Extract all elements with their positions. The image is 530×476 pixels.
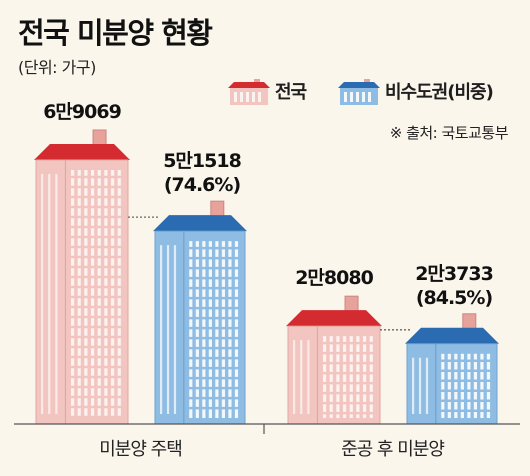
- category-label-0: 미분양 주택: [99, 439, 182, 460]
- cat0-nonmetro-side-window: [173, 245, 177, 414]
- cat1-nonmetro-share-label: (84.5%): [416, 287, 493, 309]
- cat1-nationwide-window-strip: [336, 336, 340, 418]
- cat0-nonmetro-share-label: (74.6%): [164, 174, 241, 196]
- cat1-nationwide-window-strip: [329, 336, 333, 418]
- legend-blue-building-icon: [338, 79, 380, 105]
- category-label-1: 준공 후 미분양: [341, 439, 444, 460]
- cat1-nonmetro-window-strip: [460, 353, 464, 418]
- cat1-nationwide-side-window: [300, 340, 303, 414]
- cat0-nonmetro-side-window: [166, 245, 170, 414]
- cat0-nationwide-window-strip: [104, 170, 108, 418]
- source-note: ※ 출처: 국토교통부: [389, 124, 509, 142]
- unit-label: (단위: 가구): [18, 58, 96, 77]
- cat1-nonmetro-side-window: [412, 357, 415, 414]
- cat0-nonmetro-side-window: [160, 245, 163, 414]
- cat1-nonmetro-roof: [405, 327, 499, 344]
- cat1-nationwide-window-strip: [362, 336, 367, 418]
- cat1-nationwide-window-strip: [342, 336, 347, 418]
- cat1-nonmetro-window-strip: [486, 353, 491, 418]
- cat1-nationwide-side-window: [293, 340, 296, 414]
- cat1-nonmetro-side-window: [425, 357, 429, 414]
- cat0-nonmetro-window-strip: [228, 241, 232, 418]
- legend-red-building-icon: [228, 79, 270, 105]
- cat0-nonmetro-window-strip: [195, 241, 199, 418]
- cat1-nonmetro-side-window: [418, 357, 422, 414]
- cat0-nonmetro-window-strip: [202, 241, 206, 418]
- cat0-nonmetro-window-strip: [234, 241, 239, 418]
- cat1-nationwide-side-window: [307, 340, 310, 414]
- cat0-nonmetro-window-strip: [189, 241, 193, 418]
- legend-nonmetro-label: 비수도권(비중): [385, 82, 494, 103]
- cat0-nonmetro-window-strip: [215, 241, 219, 418]
- cat0-nationwide-window-strip: [97, 170, 101, 418]
- cat0-nationwide-window-strip: [110, 170, 115, 418]
- cat0-nationwide-window-strip: [117, 170, 121, 418]
- cat1-nationwide-building: [286, 295, 382, 425]
- cat1-nationwide-value-label: 2만8080: [295, 267, 373, 289]
- cat0-nationwide-side-window: [41, 174, 44, 414]
- legend-nationwide-label: 전국: [275, 82, 307, 103]
- cat0-nationwide-roof: [34, 144, 130, 160]
- cat0-nonmetro-window-strip: [208, 241, 212, 418]
- cat0-nationwide-value-label: 6만9069: [43, 101, 121, 123]
- cat1-nonmetro-window-strip: [454, 353, 458, 418]
- cat0-nonmetro-value-label: 5만1518: [163, 150, 241, 172]
- cat1-nationwide-window-strip: [322, 336, 327, 418]
- cat0-nationwide-side-window: [55, 174, 58, 414]
- cat1-nonmetro-window-strip: [467, 353, 471, 418]
- legend-nonmetro: 비수도권(비중): [336, 76, 494, 106]
- cat1-nationwide-window-strip: [349, 336, 353, 418]
- cat0-nationwide-window-strip: [70, 170, 75, 418]
- cat0-nationwide-window-strip: [77, 170, 81, 418]
- cat0-nationwide-building: [34, 129, 130, 425]
- cat0-nationwide-window-strip: [90, 170, 95, 418]
- legend-nationwide: 전국: [226, 76, 307, 106]
- cat1-nationwide-roof: [286, 310, 382, 327]
- cat0-nationwide-window-strip: [84, 170, 88, 418]
- cat1-nonmetro-value-label: 2만3733: [415, 263, 493, 285]
- cat0-nationwide-side-window: [48, 174, 51, 414]
- cat1-nonmetro-window-strip: [480, 353, 484, 418]
- cat1-nonmetro-building: [405, 313, 499, 425]
- cat1-nonmetro-window-strip: [441, 353, 445, 418]
- cat0-nonmetro-window-strip: [221, 241, 226, 418]
- cat0-nonmetro-building: [153, 200, 247, 425]
- cat1-nationwide-window-strip: [369, 336, 373, 418]
- cat1-nonmetro-window-strip: [447, 353, 451, 418]
- chart-title: 전국 미분양 현황: [18, 16, 213, 50]
- cat0-nonmetro-roof: [153, 215, 247, 232]
- cat1-nonmetro-window-strip: [473, 353, 478, 418]
- cat1-nationwide-window-strip: [356, 336, 360, 418]
